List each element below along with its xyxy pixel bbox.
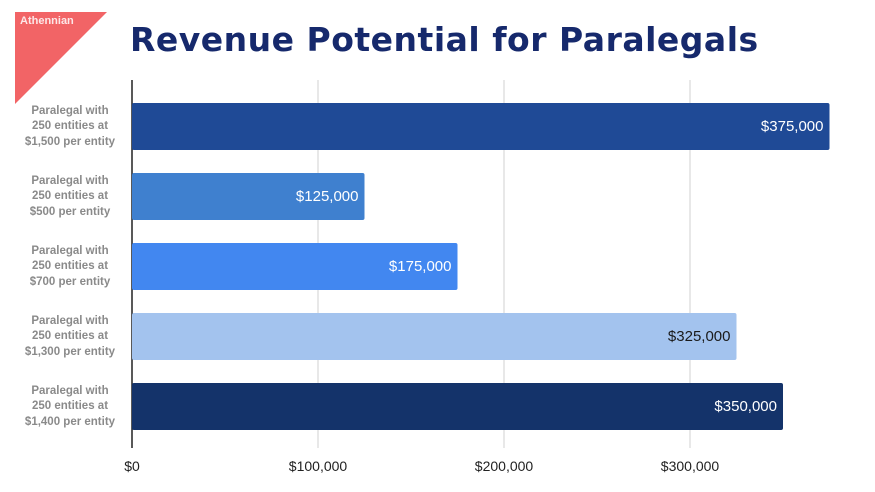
category-label-1-line-1: 250 entities at — [31, 190, 109, 202]
bar-4 — [132, 383, 783, 430]
category-label-0: Paralegal with 250 entities at $1,500 per … — [12, 104, 128, 151]
category-label-3-line-0: Paralegal with — [31, 314, 109, 327]
category-label-2: Paralegal with 250 entities at $700 per en… — [12, 244, 128, 291]
category-label-4-line-2: $1,400 per entity — [24, 415, 116, 428]
data-label-1: $125,000 — [295, 187, 359, 205]
category-label-4-line-1: 250 entities at — [31, 400, 109, 412]
category-label-4-line-0: Paralegal with — [31, 384, 109, 397]
bar-3 — [132, 313, 737, 360]
category-label-3-line-1: 250 entities at — [31, 330, 109, 342]
category-label-3: Paralegal with 250 entities at $1,300 per … — [12, 314, 128, 361]
x-tick-label-1: $100,000 — [288, 458, 348, 474]
category-label-2-line-1: 250 entities at — [31, 260, 109, 272]
data-label-0: $375,000 — [760, 117, 824, 135]
bar-1 — [132, 173, 365, 220]
category-label-1-line-0: Paralegal with — [31, 174, 109, 187]
category-label-0-line-1: 250 entities at — [31, 120, 109, 132]
category-label-1-line-2: $500 per entity — [29, 205, 111, 218]
x-tick-label-3: $300,000 — [660, 458, 720, 474]
category-label-0-line-0: Paralegal with — [31, 104, 109, 117]
chart-title: Revenue Potential for Paralegals — [130, 20, 759, 59]
corner-logo-text: Athennian — [20, 15, 74, 27]
category-label-3-line-2: $1,300 per entity — [24, 345, 116, 358]
data-label-2: $175,000 — [388, 257, 452, 275]
category-label-2-line-0: Paralegal with — [31, 244, 109, 257]
data-label-3: $325,000 — [667, 327, 731, 345]
category-label-2-line-2: $700 per entity — [29, 275, 111, 288]
data-label-4: $350,000 — [714, 397, 777, 415]
bar-2 — [132, 243, 458, 290]
x-tick-label-0: $0 — [124, 458, 140, 474]
category-label-4: Paralegal with 250 entities at $1,400 per … — [12, 384, 128, 431]
x-tick-label-2: $200,000 — [474, 458, 534, 474]
corner-ribbon — [15, 12, 107, 104]
category-label-1: Paralegal with 250 entities at $500 per en… — [12, 174, 128, 221]
bar-0 — [132, 103, 830, 150]
category-label-0-line-2: $1,500 per entity — [24, 135, 116, 148]
